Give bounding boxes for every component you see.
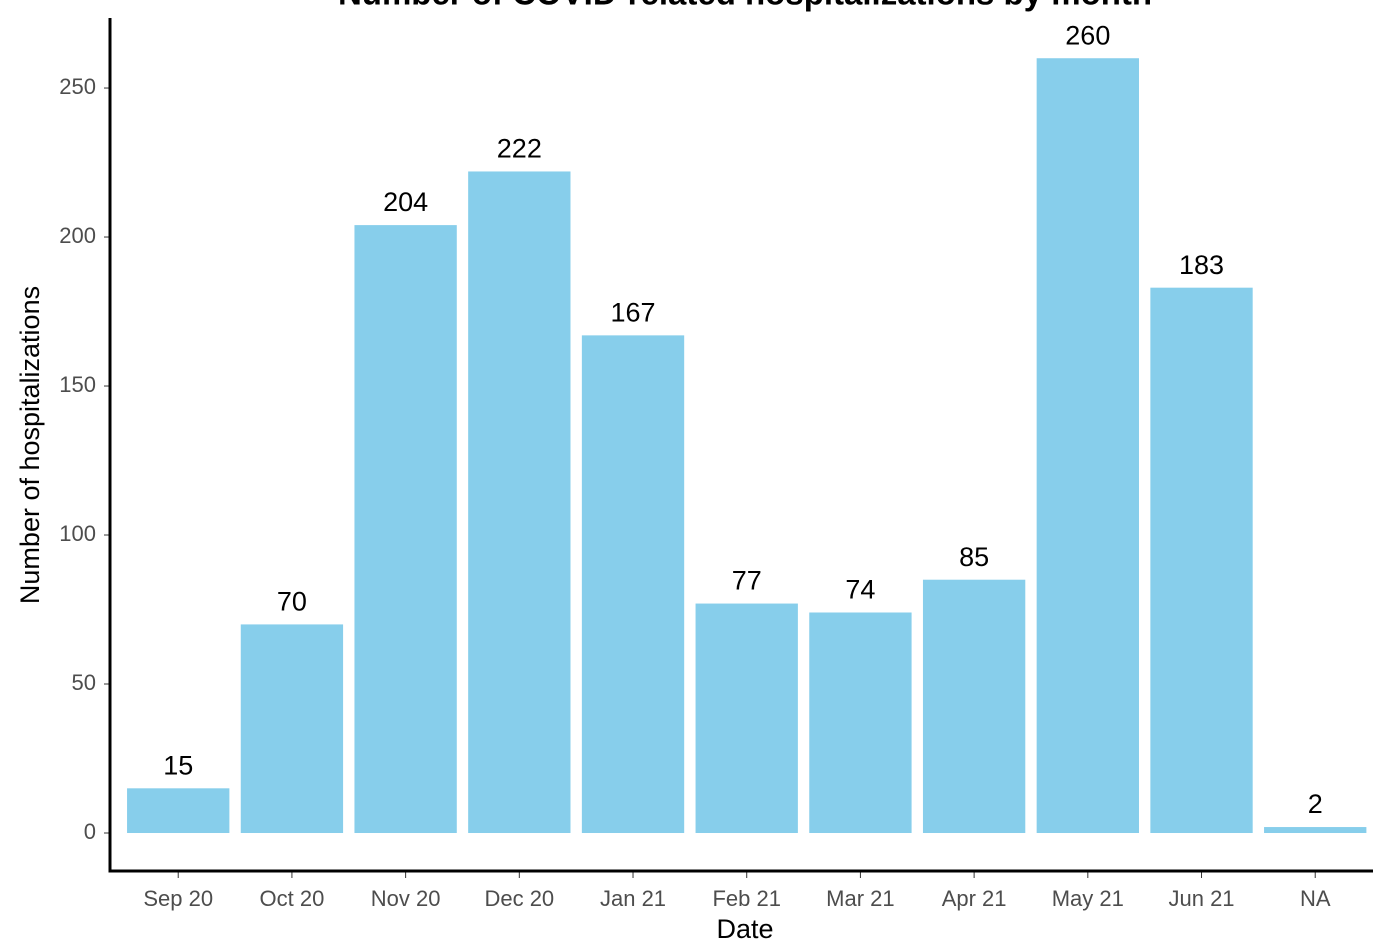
bar	[240, 624, 344, 834]
bar	[922, 579, 1026, 834]
bar	[1036, 58, 1139, 834]
bar	[581, 335, 685, 834]
bar	[468, 171, 571, 834]
data-label: 183	[1179, 250, 1224, 280]
chart-title: Number of COVID-related hospitalizations…	[338, 0, 1152, 12]
data-label: 77	[732, 566, 762, 596]
bar	[1150, 287, 1253, 834]
y-tick-label: 50	[72, 670, 96, 695]
data-label: 222	[497, 134, 542, 164]
x-tick-label: Jan 21	[600, 886, 666, 911]
y-tick-label: 250	[59, 74, 96, 99]
data-label: 15	[163, 750, 193, 780]
data-label: 204	[383, 187, 428, 217]
x-tick-label: NA	[1300, 886, 1331, 911]
y-tick-label: 100	[59, 521, 96, 546]
data-label: 70	[277, 587, 307, 617]
y-tick-label: 150	[59, 372, 96, 397]
x-tick-label: Jun 21	[1168, 886, 1234, 911]
bar	[695, 603, 798, 834]
y-tick-label: 200	[59, 223, 96, 248]
y-axis-label: Number of hospitalizations	[15, 286, 45, 604]
x-tick-label: Oct 20	[260, 886, 325, 911]
data-label: 74	[845, 575, 875, 605]
bar	[354, 225, 457, 834]
x-tick-label: Nov 20	[371, 886, 441, 911]
x-tick-label: Feb 21	[712, 886, 781, 911]
x-tick-label: Apr 21	[942, 886, 1007, 911]
y-tick-label: 0	[84, 819, 96, 844]
data-label: 167	[610, 297, 655, 327]
bar	[809, 612, 912, 834]
x-tick-label: Sep 20	[143, 886, 213, 911]
x-axis-label: Date	[716, 914, 773, 944]
data-label: 260	[1065, 20, 1110, 50]
bar	[1264, 827, 1367, 834]
x-tick-label: Dec 20	[484, 886, 554, 911]
bar	[127, 788, 230, 834]
x-tick-label: Mar 21	[826, 886, 894, 911]
x-tick-label: May 21	[1052, 886, 1124, 911]
data-label: 85	[959, 542, 989, 572]
data-label: 2	[1308, 789, 1323, 819]
